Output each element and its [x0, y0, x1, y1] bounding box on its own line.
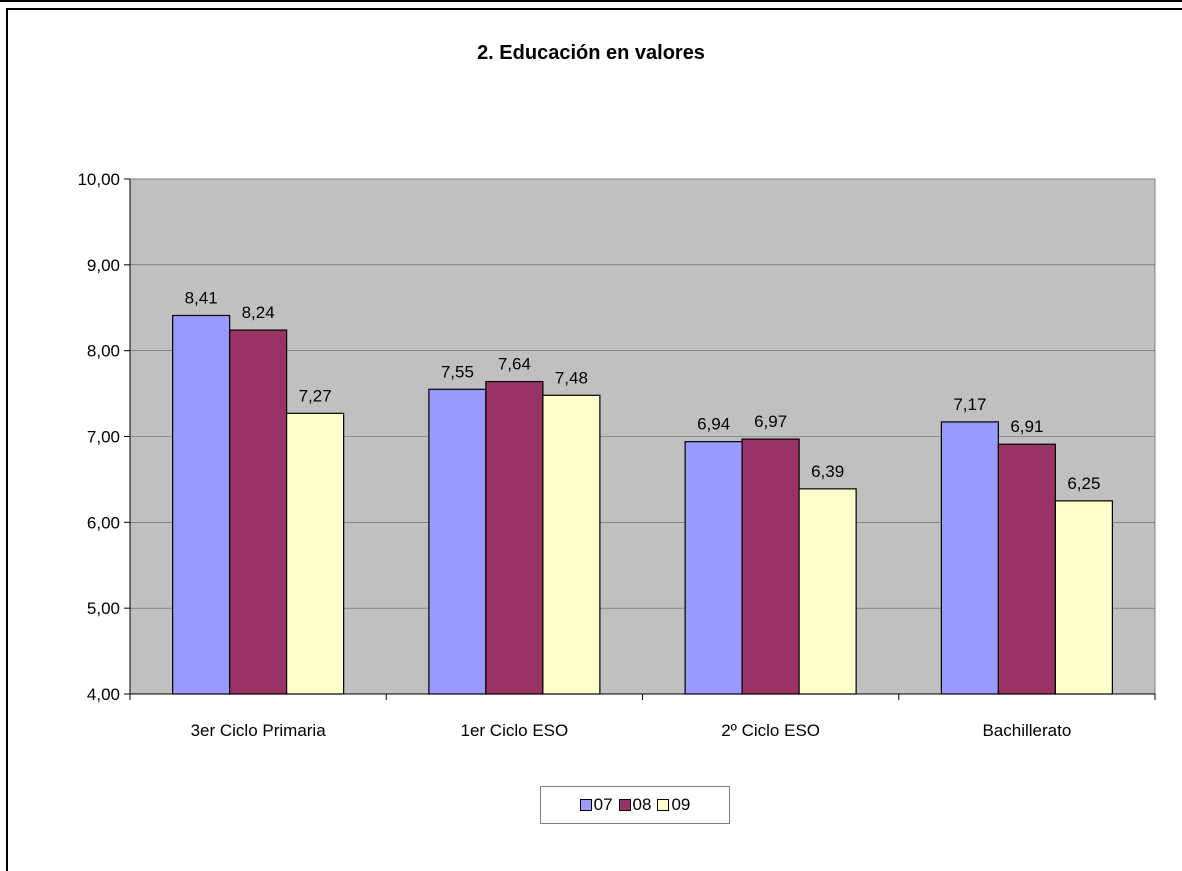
legend-item: 08: [618, 795, 652, 815]
legend-label: 09: [671, 795, 691, 814]
bar-08: [997, 443, 1056, 695]
bar-07: [684, 441, 743, 695]
bar-08: [741, 438, 800, 695]
x-tick-label: Bachillerato: [982, 721, 1071, 740]
data-label: 6,25: [1067, 474, 1100, 493]
x-tick-label: 3er Ciclo Primaria: [191, 721, 327, 740]
data-label: 6,91: [1010, 417, 1043, 436]
y-tick-label: 8,00: [87, 342, 120, 361]
data-label: 7,55: [441, 362, 474, 381]
chart-title: 2. Educación en valores: [477, 42, 705, 64]
legend-swatch: [618, 799, 631, 811]
data-label: 6,97: [754, 412, 787, 431]
data-label: 7,48: [555, 368, 588, 387]
bar-08: [229, 329, 288, 695]
x-tick-label: 1er Ciclo ESO: [461, 721, 569, 740]
top-border-line: [0, 0, 1182, 3]
data-label: 8,41: [185, 288, 218, 307]
y-tick-label: 4,00: [87, 685, 120, 704]
chart-legend: 07 08 09: [540, 786, 730, 824]
legend-swatch: [579, 799, 592, 811]
data-label: 7,27: [299, 386, 332, 405]
legend-item: 09: [657, 795, 690, 815]
data-label: 6,39: [811, 462, 844, 481]
y-tick-label: 6,00: [87, 513, 120, 532]
legend-label: 08: [632, 795, 652, 814]
bar-08: [485, 380, 544, 695]
bar-09: [286, 412, 345, 695]
legend-swatch: [657, 799, 670, 811]
y-tick-label: 7,00: [87, 428, 120, 447]
y-tick-label: 9,00: [87, 256, 120, 275]
bar-09: [798, 488, 857, 695]
data-label: 7,64: [498, 355, 531, 374]
bar-07: [940, 421, 999, 695]
data-label: 7,17: [953, 395, 986, 414]
y-tick-label: 10,00: [77, 170, 120, 189]
bar-07: [428, 388, 487, 695]
bar-07: [172, 314, 231, 695]
bar-09: [1054, 500, 1113, 695]
bar-09: [542, 394, 601, 695]
y-tick-label: 5,00: [87, 599, 120, 618]
legend-label: 07: [593, 795, 613, 814]
data-label: 6,94: [697, 415, 730, 434]
legend-item: 07: [579, 795, 613, 815]
x-tick-label: 2º Ciclo ESO: [721, 721, 820, 740]
data-label: 8,24: [242, 303, 275, 322]
